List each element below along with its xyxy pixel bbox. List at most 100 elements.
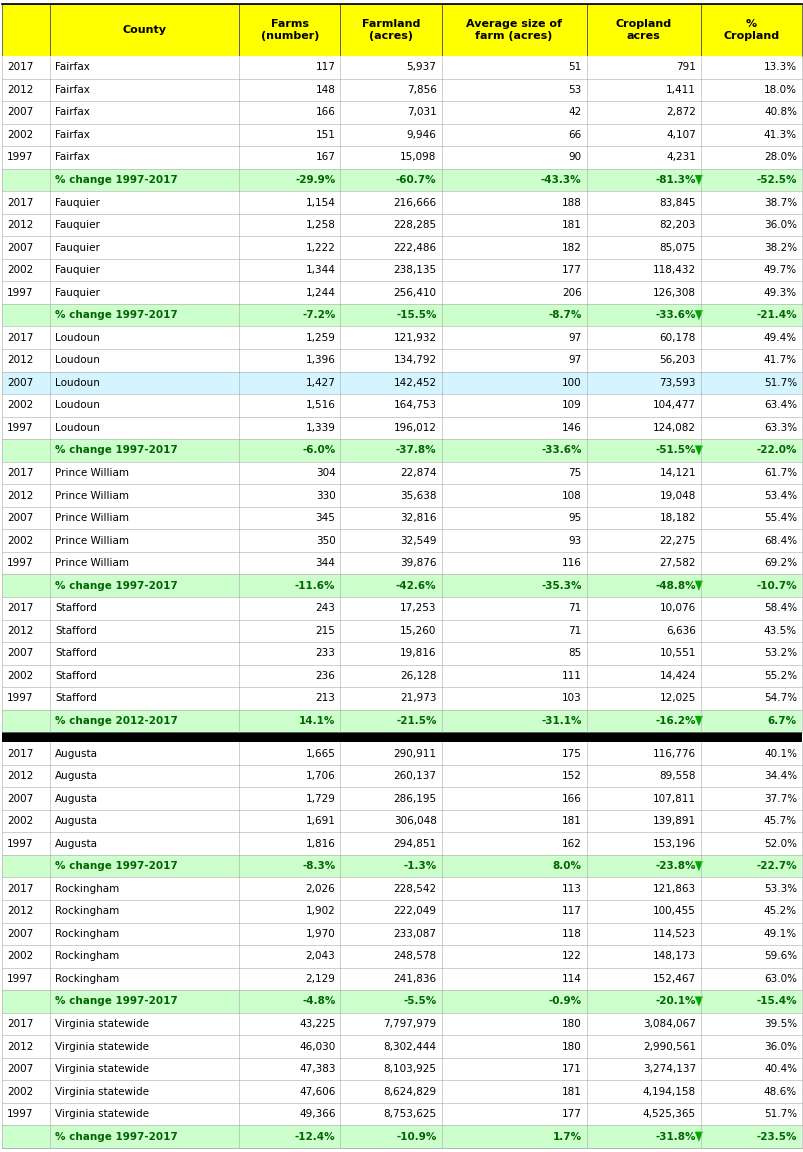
Text: 109: 109 [561,401,581,410]
Text: Stafford: Stafford [55,670,97,681]
Text: Fairfax: Fairfax [55,152,90,162]
Bar [2,552,801,575]
Text: 171: 171 [561,1064,581,1074]
Text: 122: 122 [561,952,581,962]
Text: Fauquier: Fauquier [55,288,100,297]
Polygon shape [694,996,702,1007]
Text: 215: 215 [316,626,335,636]
Text: Loudoun: Loudoun [55,378,100,388]
Bar [2,665,801,687]
Text: -20.1%: -20.1% [654,996,695,1007]
Text: -33.6%: -33.6% [654,310,695,320]
Text: 38.2%: 38.2% [763,243,796,252]
Text: 162: 162 [561,839,581,849]
Text: 36.0%: 36.0% [763,220,796,230]
Bar [2,281,801,304]
Text: 330: 330 [316,491,335,501]
Text: 228,542: 228,542 [393,884,436,894]
Text: 32,549: 32,549 [400,536,436,546]
Text: 40.1%: 40.1% [763,749,796,758]
Text: 3,274,137: 3,274,137 [642,1064,695,1074]
Text: 2,872: 2,872 [665,107,695,118]
Bar [2,326,801,349]
Text: 181: 181 [561,220,581,230]
Text: 2007: 2007 [7,794,33,804]
Text: 134,792: 134,792 [393,355,436,365]
Text: 73,593: 73,593 [658,378,695,388]
Text: 49.7%: 49.7% [763,265,796,275]
Text: 60,178: 60,178 [658,333,695,343]
Text: 3,084,067: 3,084,067 [642,1020,695,1029]
Text: Fairfax: Fairfax [55,130,90,139]
Text: 182: 182 [561,243,581,252]
Text: 37.7%: 37.7% [763,794,796,804]
Text: 40.8%: 40.8% [763,107,796,118]
Text: 151: 151 [316,130,335,139]
Text: 216,666: 216,666 [393,197,436,207]
Text: 89,558: 89,558 [658,771,695,781]
Polygon shape [694,446,702,455]
Text: 152: 152 [561,771,581,781]
Text: 12,025: 12,025 [658,694,695,704]
Text: 54.7%: 54.7% [763,694,796,704]
Text: 188: 188 [561,197,581,207]
Text: 51.7%: 51.7% [763,1109,796,1120]
Text: 181: 181 [561,1086,581,1097]
Text: 2007: 2007 [7,243,33,252]
Text: -8.3%: -8.3% [302,862,335,871]
Text: 2012: 2012 [7,1041,34,1052]
Text: 10,551: 10,551 [658,649,695,658]
Bar [2,878,801,900]
Text: 4,231: 4,231 [665,152,695,162]
Text: -0.9%: -0.9% [548,996,581,1007]
Text: % change 1997-2017: % change 1997-2017 [55,996,178,1007]
Text: Augusta: Augusta [55,771,98,781]
Text: 116,776: 116,776 [652,749,695,758]
Text: 10,076: 10,076 [658,604,695,613]
Text: Rockingham: Rockingham [55,973,120,984]
Text: 1997: 1997 [7,973,34,984]
Text: 2007: 2007 [7,513,33,523]
Text: 48.6%: 48.6% [763,1086,796,1097]
Text: 167: 167 [316,152,335,162]
Text: Farmland
(acres): Farmland (acres) [361,18,420,41]
Text: 49.3%: 49.3% [763,288,796,297]
Text: 236: 236 [316,670,335,681]
Text: 2007: 2007 [7,1064,33,1074]
Text: 2,129: 2,129 [305,973,335,984]
Text: -8.7%: -8.7% [548,310,581,320]
Text: 152,467: 152,467 [652,973,695,984]
Polygon shape [694,310,702,320]
Text: 51: 51 [568,62,581,73]
Text: 69.2%: 69.2% [763,559,796,568]
Text: Prince William: Prince William [55,491,129,501]
Text: 146: 146 [561,423,581,433]
Text: 114,523: 114,523 [652,929,695,939]
Text: 118,432: 118,432 [652,265,695,275]
Text: 1997: 1997 [7,152,34,162]
Text: Cropland
acres: Cropland acres [615,18,671,41]
Text: 90: 90 [568,152,581,162]
Bar [2,1058,801,1081]
Text: -22.7%: -22.7% [756,862,796,871]
Text: Rockingham: Rockingham [55,929,120,939]
Text: -29.9%: -29.9% [295,175,335,185]
Bar [2,214,801,236]
Text: 117: 117 [561,907,581,916]
Text: 2002: 2002 [7,816,33,826]
Text: 256,410: 256,410 [393,288,436,297]
Text: Prince William: Prince William [55,559,129,568]
Text: Loudoun: Loudoun [55,355,100,365]
Text: 2002: 2002 [7,952,33,962]
Text: -15.5%: -15.5% [396,310,436,320]
Text: 1997: 1997 [7,1109,34,1120]
Bar [2,304,801,326]
Text: 47,606: 47,606 [299,1086,335,1097]
Text: 53.2%: 53.2% [763,649,796,658]
Text: 1,411: 1,411 [665,85,695,94]
Text: 55.4%: 55.4% [763,513,796,523]
Text: -12.4%: -12.4% [295,1131,335,1142]
Text: 53: 53 [568,85,581,94]
Text: 2017: 2017 [7,1020,34,1029]
Bar [51,3,239,56]
